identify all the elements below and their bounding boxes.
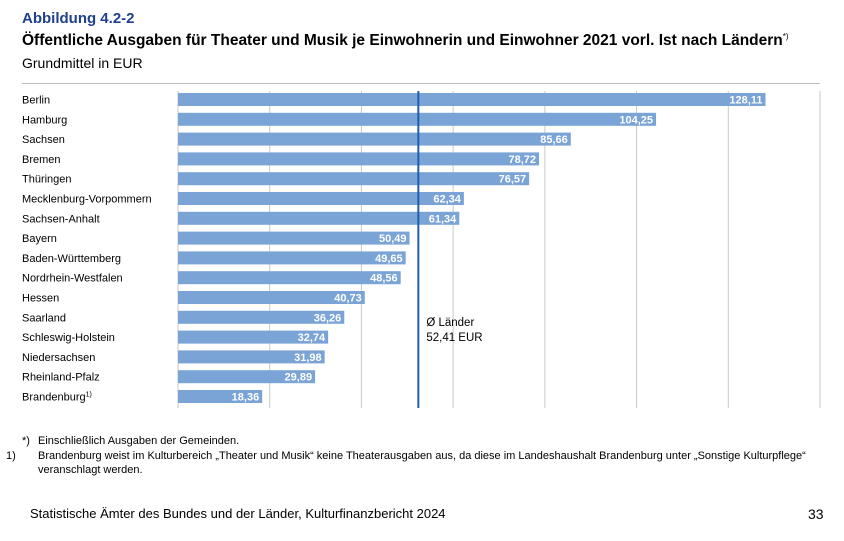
value-label: 18,36	[232, 392, 260, 404]
value-label: 128,11	[729, 95, 762, 107]
bar	[178, 251, 406, 265]
chart-title: Öffentliche Ausgaben für Theater und Mus…	[22, 32, 789, 50]
value-label: 85,66	[540, 134, 568, 146]
bar	[178, 330, 329, 344]
footnote-text: Brandenburg weist im Kulturbereich „Thea…	[38, 450, 806, 476]
category-label: Berlin	[22, 95, 50, 107]
value-label: 32,74	[298, 332, 326, 344]
category-label: Mecklenburg-Vorpommern	[22, 194, 152, 206]
reference-label-value: 52,41 EUR	[426, 332, 482, 344]
category-label: Nordrhein-Westfalen	[22, 273, 123, 285]
header-divider	[22, 83, 820, 84]
bar	[178, 152, 539, 166]
chart-title-text: Öffentliche Ausgaben für Theater und Mus…	[22, 32, 783, 50]
bar	[178, 231, 410, 245]
figure-label: Abbildung 4.2-2	[22, 10, 135, 27]
category-label: Sachsen	[22, 134, 65, 146]
value-label: 36,26	[314, 312, 342, 324]
value-label: 76,57	[499, 174, 527, 186]
category-label: Sachsen-Anhalt	[22, 213, 100, 225]
bar	[178, 350, 325, 364]
reference-line-group: Ø Länder 52,41 EUR	[417, 91, 483, 408]
page-number: 33	[808, 506, 824, 522]
bar	[178, 390, 263, 403]
category-label: Hessen	[22, 293, 59, 305]
category-label: Saarland	[22, 312, 66, 324]
bar	[178, 370, 316, 384]
chart-subtitle: Grundmittel in EUR	[22, 55, 143, 71]
category-label: Hamburg	[22, 114, 67, 126]
source-line: Statistische Ämter des Bundes und der Lä…	[30, 506, 446, 521]
footnote-1: *) Einschließlich Ausgaben der Gemeinden.	[22, 434, 239, 448]
category-label: Bayern	[22, 233, 57, 245]
value-label: 78,72	[508, 154, 536, 166]
category-label: Baden-Württemberg	[22, 253, 121, 265]
bar	[178, 310, 345, 324]
category-labels: Berlin Hamburg Sachsen Bremen Thüringen Meckl…	[22, 95, 152, 404]
bar-chart: Berlin Hamburg Sachsen Bremen Thüringen Meckl…	[22, 91, 821, 408]
value-label: 40,73	[334, 293, 362, 305]
category-label: Bremen	[22, 154, 61, 166]
bar	[178, 211, 460, 225]
value-label: 62,34	[433, 194, 461, 206]
value-label: 50,49	[379, 233, 407, 245]
bar	[178, 192, 464, 205]
category-footnote-marker: 1)	[86, 392, 92, 399]
value-label: 48,56	[370, 273, 398, 285]
value-label: 31,98	[294, 352, 322, 364]
footnote-marker: *)	[22, 435, 30, 447]
bar	[178, 172, 530, 186]
bar	[178, 271, 401, 285]
value-label: 104,25	[619, 114, 653, 126]
bar	[178, 93, 766, 106]
value-label: 49,65	[375, 253, 403, 265]
category-label: Schleswig-Holstein	[22, 332, 115, 344]
value-label: 61,34	[429, 213, 457, 225]
footnote-text: Einschließlich Ausgaben der Gemeinden.	[38, 435, 240, 447]
value-label: 29,89	[285, 372, 313, 384]
reference-label-title: Ø Länder	[426, 317, 474, 329]
title-footnote-marker: *)	[782, 32, 789, 41]
category-label: Rheinland-Pfalz	[22, 372, 100, 384]
footnote-2: 1) Brandenburg weist im Kulturbereich „Th…	[6, 449, 828, 477]
value-labels: 128,11 104,25 85,66 78,72 76,57 62,34 61,34 50,…	[232, 95, 763, 404]
bars	[178, 93, 766, 403]
category-label: Niedersachsen	[22, 352, 95, 364]
bar	[178, 132, 571, 146]
footnote-marker: 1)	[6, 450, 16, 462]
category-label: Thüringen	[22, 174, 72, 186]
bar	[178, 112, 657, 126]
bar	[178, 291, 365, 304]
category-label: Brandenburg1)	[22, 392, 92, 404]
